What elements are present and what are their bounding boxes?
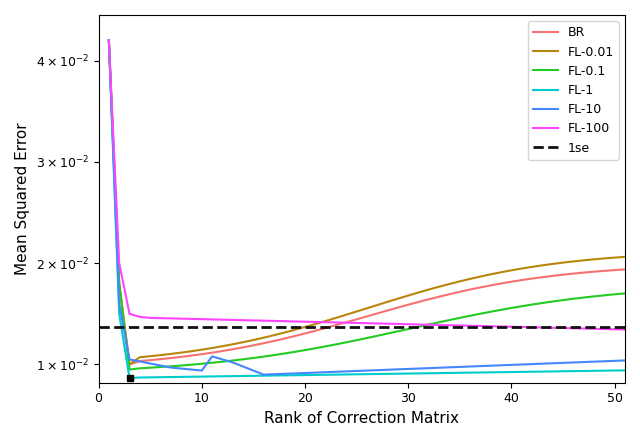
FL-10 bbox=[219, 357, 227, 362]
FL-1 bbox=[621, 368, 629, 373]
FL-0.1 bbox=[105, 37, 113, 43]
FL-0.1 bbox=[456, 315, 463, 321]
FL-0.01 bbox=[270, 333, 278, 338]
FL-1 bbox=[456, 370, 463, 375]
Line: FL-100: FL-100 bbox=[109, 40, 625, 329]
1se bbox=[105, 324, 113, 329]
FL-10 bbox=[487, 363, 495, 368]
Line: BR: BR bbox=[109, 40, 625, 365]
FL-1 bbox=[280, 373, 288, 378]
FL-0.01 bbox=[621, 254, 629, 259]
BR bbox=[487, 283, 495, 288]
BR bbox=[105, 37, 113, 43]
FL-0.01 bbox=[611, 255, 618, 260]
BR bbox=[125, 362, 133, 367]
FL-0.1 bbox=[487, 309, 495, 314]
FL-0.1 bbox=[270, 352, 278, 358]
FL-0.1 bbox=[125, 367, 133, 372]
Line: FL-0.1: FL-0.1 bbox=[109, 40, 625, 370]
FL-1 bbox=[270, 373, 278, 378]
FL-0.1 bbox=[280, 351, 288, 356]
FL-100 bbox=[477, 323, 484, 329]
FL-10 bbox=[611, 358, 618, 363]
FL-0.01 bbox=[105, 37, 113, 43]
FL-10 bbox=[260, 372, 268, 377]
FL-100 bbox=[611, 327, 618, 332]
FL-0.1 bbox=[621, 291, 629, 296]
FL-0.01 bbox=[280, 330, 288, 335]
FL-100 bbox=[260, 318, 268, 323]
FL-100 bbox=[270, 318, 278, 324]
FL-100 bbox=[219, 317, 227, 322]
X-axis label: Rank of Correction Matrix: Rank of Correction Matrix bbox=[264, 411, 460, 426]
Line: FL-0.01: FL-0.01 bbox=[109, 40, 625, 365]
1se bbox=[95, 324, 102, 329]
FL-0.01 bbox=[487, 272, 495, 277]
FL-0.01 bbox=[229, 342, 237, 347]
FL-100 bbox=[445, 322, 453, 328]
FL-1 bbox=[487, 370, 495, 375]
FL-10 bbox=[280, 371, 288, 377]
FL-100 bbox=[621, 327, 629, 332]
FL-0.01 bbox=[125, 362, 133, 367]
FL-0.1 bbox=[611, 292, 618, 297]
Y-axis label: Mean Squared Error: Mean Squared Error bbox=[15, 123, 30, 275]
FL-10 bbox=[621, 358, 629, 363]
FL-0.01 bbox=[456, 279, 463, 284]
BR bbox=[270, 338, 278, 344]
Legend: BR, FL-0.01, FL-0.1, FL-1, FL-10, FL-100, 1se: BR, FL-0.01, FL-0.1, FL-1, FL-10, FL-100… bbox=[527, 21, 619, 160]
FL-1 bbox=[125, 376, 133, 381]
BR bbox=[280, 336, 288, 341]
FL-10 bbox=[105, 37, 113, 43]
FL-1 bbox=[229, 374, 237, 379]
BR bbox=[229, 347, 237, 352]
BR bbox=[611, 267, 618, 273]
Line: FL-10: FL-10 bbox=[109, 40, 625, 374]
BR bbox=[456, 289, 463, 295]
FL-10 bbox=[270, 372, 278, 377]
FL-10 bbox=[456, 364, 463, 370]
Line: FL-1: FL-1 bbox=[109, 40, 625, 378]
FL-1 bbox=[105, 37, 113, 43]
BR bbox=[621, 267, 629, 272]
FL-100 bbox=[105, 37, 113, 43]
FL-1 bbox=[611, 368, 618, 373]
FL-0.1 bbox=[229, 358, 237, 363]
